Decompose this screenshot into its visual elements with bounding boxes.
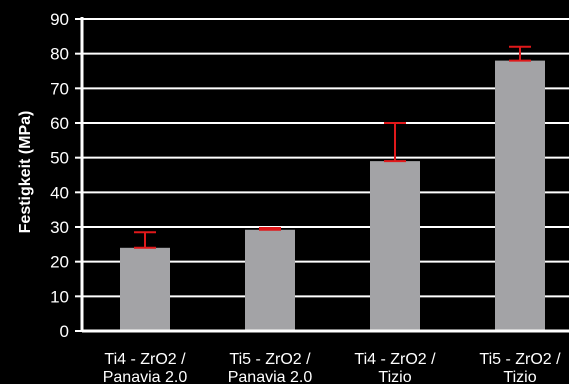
x-category-label: Ti5 - ZrO2 /Panavia 2.0	[228, 351, 313, 384]
bar	[120, 247, 170, 331]
y-tick-label: 80	[50, 45, 69, 64]
y-tick-label: 10	[50, 287, 69, 306]
x-category-labels: Ti4 - ZrO2 /Panavia 2.0 Ti5 - ZrO2 /Panav…	[103, 351, 561, 384]
y-tick-label: 0	[60, 322, 69, 341]
y-tick-label: 50	[50, 149, 69, 168]
y-tick-label: 90	[50, 10, 69, 29]
x-category-label: Ti4 - ZrO2 /Tizio	[354, 351, 436, 384]
x-category-label: Ti4 - ZrO2 /Panavia 2.0	[103, 351, 188, 384]
bar	[370, 161, 420, 331]
bar	[245, 229, 295, 331]
bars	[120, 60, 545, 331]
y-tick-label: 60	[50, 114, 69, 133]
y-tick-label: 20	[50, 253, 69, 272]
x-category-label: Ti5 - ZrO2 /Tizio	[479, 351, 561, 384]
error-bars	[134, 45, 531, 249]
bar	[495, 60, 545, 331]
y-axis-title: Festigkeit (MPa)	[17, 111, 34, 234]
y-tick-labels: 0 10 20 30 40 50 60 70 80 90	[50, 10, 69, 341]
axes	[75, 17, 569, 333]
y-tick-label: 70	[50, 79, 69, 98]
y-tick-label: 40	[50, 183, 69, 202]
y-tick-label: 30	[50, 218, 69, 237]
